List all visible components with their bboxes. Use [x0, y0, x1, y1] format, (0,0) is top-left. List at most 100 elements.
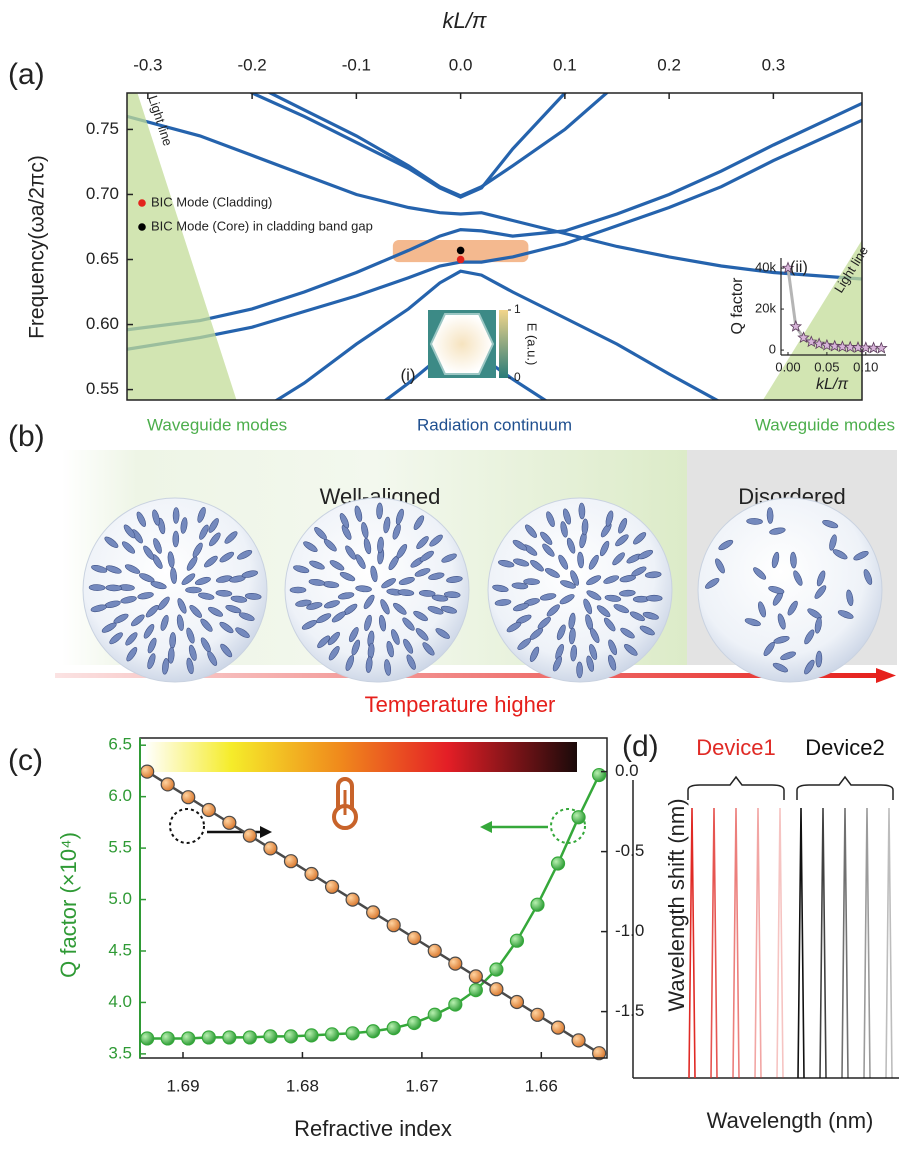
y-tick-label: 20k [755, 301, 776, 316]
colorbar-label: E (a.u.) [525, 323, 540, 366]
resonance-peak [755, 808, 761, 1078]
resonance-peak [711, 808, 717, 1078]
lc-molecule [646, 595, 662, 601]
data-point [572, 1034, 585, 1047]
data-point [305, 1029, 318, 1042]
data-point [182, 791, 195, 804]
y-tick-label: 0.65 [86, 249, 119, 268]
data-point [408, 1017, 421, 1030]
axis-arrow-head [260, 826, 272, 838]
inset-label: (ii) [790, 259, 808, 276]
data-point [428, 1008, 441, 1021]
x-tick-label: -0.3 [133, 55, 162, 74]
region-label: Waveguide modes [755, 415, 895, 434]
y-tick-label: 4.5 [108, 940, 132, 959]
x-tick-label: 0.10 [853, 359, 878, 374]
lc-molecule [767, 507, 773, 523]
band-line [127, 0, 862, 197]
data-point [510, 996, 523, 1009]
page: (a) (b) (c) (d) Well-aligned Disordered … [0, 0, 899, 1153]
legend-label: BIC Mode (Cladding) [151, 194, 272, 209]
data-point [490, 963, 503, 976]
region-label: Waveguide modes [147, 415, 287, 434]
data-point [182, 1032, 195, 1045]
y-tick-label: 0 [769, 342, 776, 357]
x-tick-label: 1.69 [166, 1076, 199, 1095]
highlight-circle [170, 809, 204, 843]
data-point [531, 1008, 544, 1021]
lc-molecule [816, 651, 823, 667]
data-point [264, 842, 277, 855]
resonance-peak [798, 808, 804, 1078]
data-point [305, 868, 318, 881]
x-axis-title: kL/π [816, 376, 848, 393]
data-point [264, 1030, 277, 1043]
x-tick-label: 0.0 [449, 55, 473, 74]
device-label: Device2 [805, 735, 884, 760]
y2-tick-label: -1.5 [615, 1001, 644, 1020]
y-axis-title: Q factor [729, 277, 746, 335]
resonance-peak [886, 808, 892, 1078]
y-tick-label: 0.55 [86, 379, 119, 398]
data-point [531, 898, 544, 911]
y-tick-label: 5.0 [108, 889, 132, 908]
data-point [243, 1031, 256, 1044]
y-tick-label: 5.5 [108, 838, 132, 857]
data-point [387, 1022, 400, 1035]
data-point [449, 957, 462, 970]
data-point [161, 778, 174, 791]
data-point [469, 984, 482, 997]
data-point [161, 1032, 174, 1045]
lc-disc [285, 498, 469, 682]
legend-label: BIC Mode (Core) in cladding band gap [151, 218, 373, 233]
lc-molecule [173, 507, 179, 523]
data-point [141, 1032, 154, 1045]
field-hexagon [431, 314, 493, 374]
data-point [408, 932, 421, 945]
inset-label: (i) [400, 365, 415, 384]
x-tick-label: 0.05 [814, 359, 839, 374]
band-line [127, 0, 862, 196]
panel-label: (d) [622, 730, 659, 763]
region-label: Radiation continuum [417, 415, 572, 434]
y-tick-label: 4.0 [108, 992, 132, 1011]
x-axis-title: Wavelength (nm) [707, 1108, 874, 1133]
data-point [572, 811, 585, 824]
y-tick-label: 0.75 [86, 119, 119, 138]
data-point [284, 855, 297, 868]
data-point [552, 1021, 565, 1034]
y-axis-title: Frequency(ωa/2πc) [26, 155, 49, 339]
data-point [449, 998, 462, 1011]
data-point [593, 769, 606, 782]
data-point [243, 829, 256, 842]
colorbar-tick-label: 1 [514, 302, 521, 316]
lc-molecule [579, 503, 586, 519]
q-star [876, 343, 887, 353]
lc-molecule [376, 503, 383, 519]
colorbar-tick-label: 0 [514, 370, 521, 384]
data-point [367, 906, 380, 919]
lc-molecule [173, 531, 179, 547]
lc-molecule [106, 585, 122, 592]
legend-marker [138, 223, 146, 231]
data-point [202, 1031, 215, 1044]
x-tick-label: 1.66 [525, 1076, 558, 1095]
lc-molecule [577, 662, 583, 678]
data-point [469, 970, 482, 983]
lc-molecule [746, 518, 762, 525]
brace [688, 777, 784, 800]
x-tick-label: 1.67 [405, 1076, 438, 1095]
y-tick-label: 6.5 [108, 735, 132, 754]
y-tick-label: 3.5 [108, 1043, 132, 1062]
temperature-colorbar [145, 742, 577, 772]
resonance-peak [820, 808, 826, 1078]
data-point [223, 1031, 236, 1044]
data-point [387, 919, 400, 932]
data-point [428, 944, 441, 957]
y-tick-label: 0.60 [86, 314, 119, 333]
data-point [326, 1028, 339, 1041]
y-tick-label: 40k [755, 259, 776, 274]
y-tick-label: 0.70 [86, 184, 119, 203]
resonance-peak [777, 808, 783, 1078]
x-tick-label: -0.2 [237, 55, 266, 74]
